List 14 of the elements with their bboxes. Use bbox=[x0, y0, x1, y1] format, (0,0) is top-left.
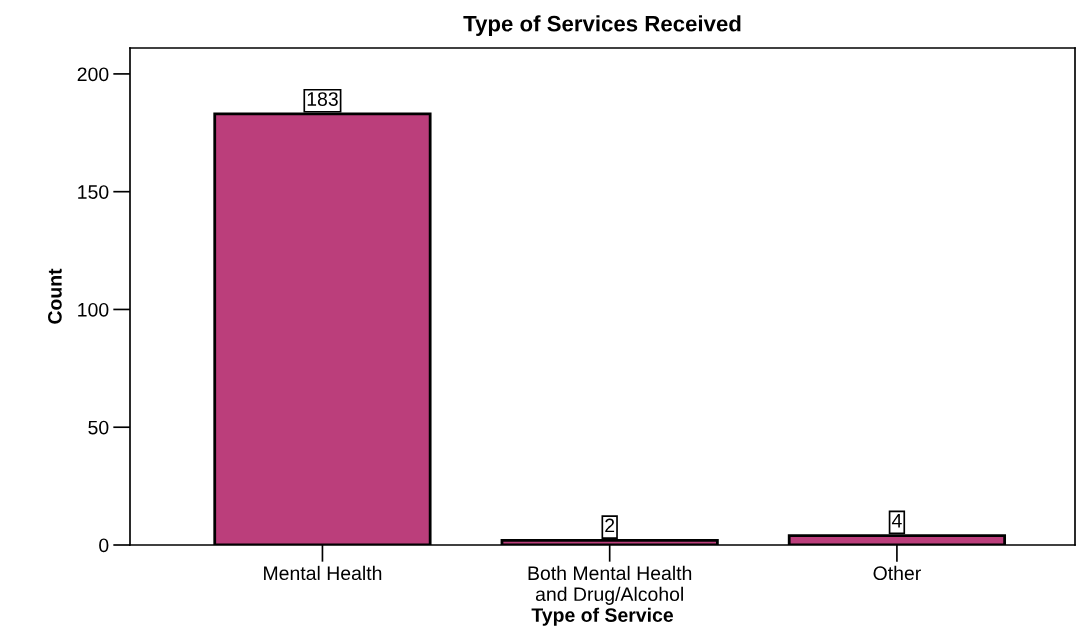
x-axis-title: Type of Service bbox=[531, 607, 673, 626]
y-tick-label: 200 bbox=[77, 67, 109, 82]
y-tick-label: 50 bbox=[88, 420, 109, 435]
x-tick-label: Other bbox=[873, 565, 921, 581]
y-axis-title: Count bbox=[48, 268, 62, 324]
data-label: 4 bbox=[891, 514, 902, 528]
x-tick-label: Mental Health bbox=[264, 565, 382, 581]
chart-title: Type of Services Received bbox=[463, 15, 741, 36]
y-tick-label: 150 bbox=[78, 185, 109, 199]
y-tick-label: 100 bbox=[78, 302, 109, 317]
data-label: 2 bbox=[605, 518, 615, 533]
x-tick-label: Both Mental Health and Drug/Alcohol bbox=[528, 565, 692, 605]
data-label: 183 bbox=[307, 92, 338, 106]
y-tick-label: 0 bbox=[99, 538, 109, 553]
